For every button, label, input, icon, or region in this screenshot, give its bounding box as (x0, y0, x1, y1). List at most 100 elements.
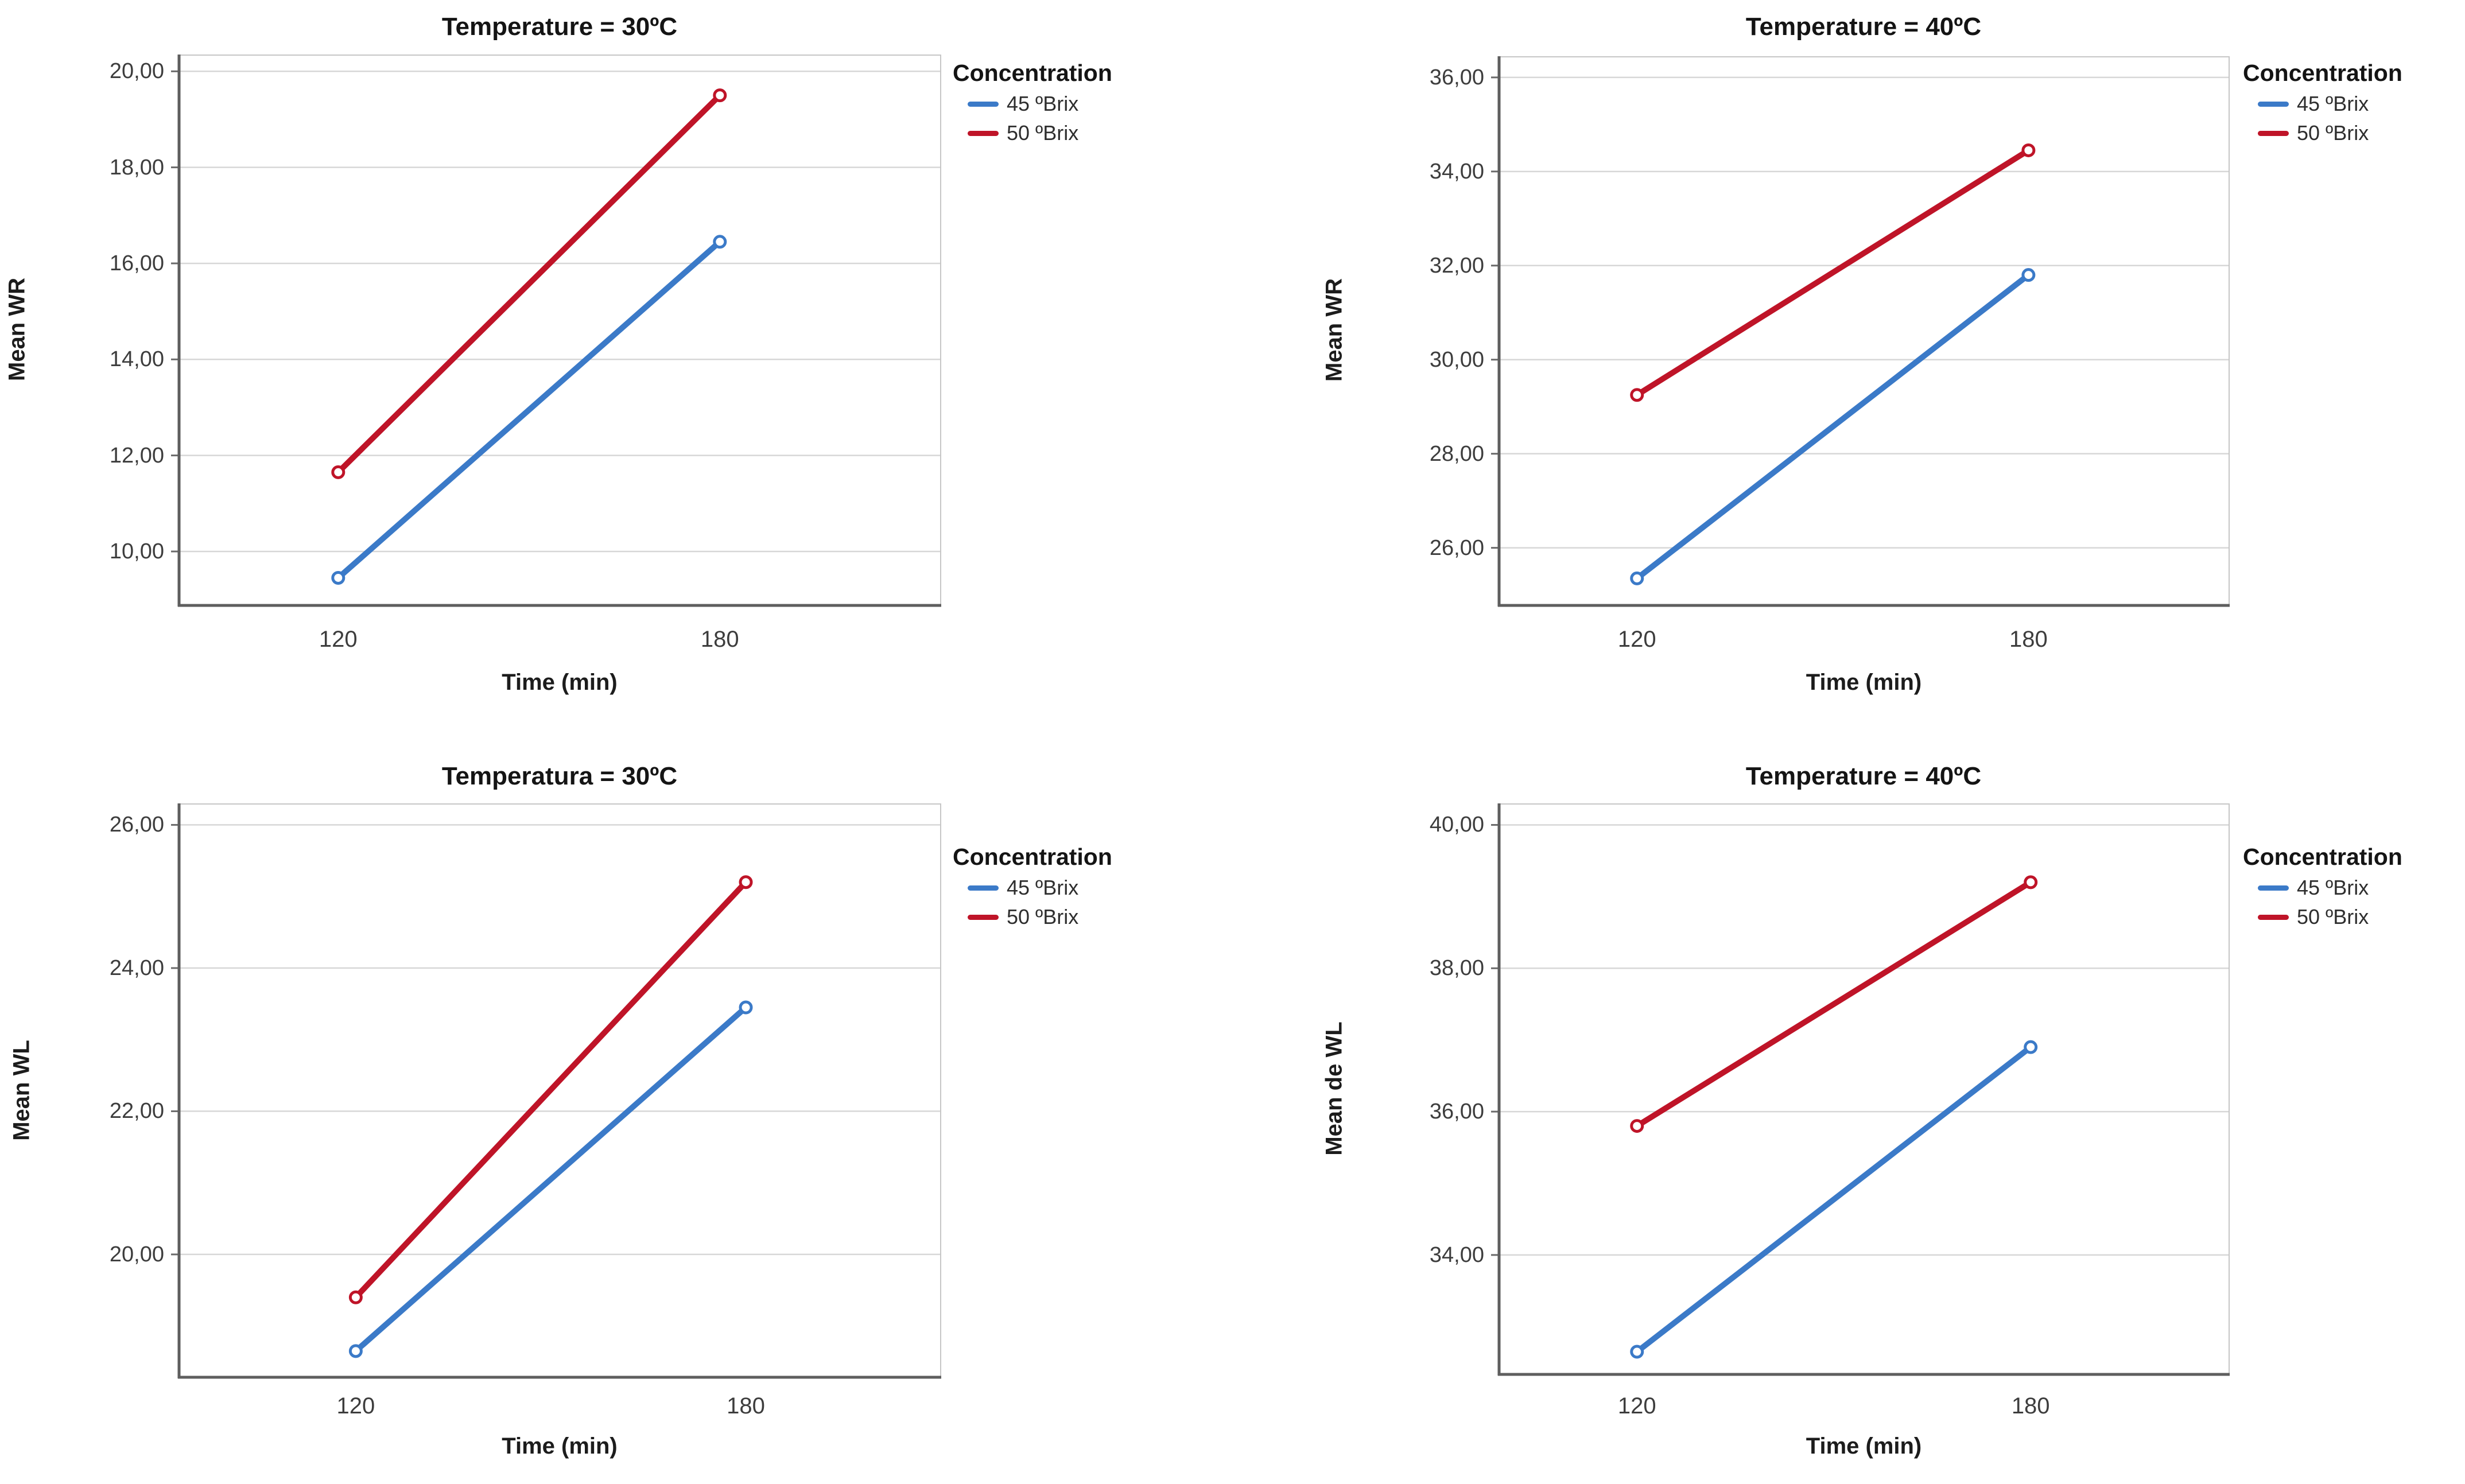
legend-swatch-50-brix (968, 130, 999, 136)
legend-title: Concentration (953, 60, 1112, 86)
x-tick-label: 180 (2009, 627, 2048, 652)
legend-item-label: 50 ºBrix (2297, 121, 2369, 145)
legend: 45 ºBrix 50 ºBrix (968, 92, 1078, 145)
y-tick-label: 36,00 (1429, 65, 1484, 90)
data-point-50-brix (348, 1290, 363, 1304)
y-tick-label: 36,00 (1429, 1100, 1484, 1124)
legend-item-50-brix: 50 ºBrix (2258, 121, 2369, 145)
legend-item-45-brix: 45 ºBrix (2258, 92, 2369, 116)
legend-item-label: 50 ºBrix (2297, 905, 2369, 929)
x-axis-title: Time (min) (502, 1434, 618, 1459)
legend-title: Concentration (2243, 60, 2402, 86)
data-point-45-brix (348, 1344, 363, 1358)
y-tick-label: 14,00 (109, 347, 164, 372)
legend-item-45-brix: 45 ºBrix (2258, 876, 2369, 900)
series-line-50-brix (352, 879, 749, 1300)
chart-title: Temperature = 30ºC (441, 13, 678, 41)
data-point-45-brix (331, 570, 346, 585)
y-tick-label: 30,00 (1429, 347, 1484, 372)
y-tick-label: 10,00 (109, 539, 164, 564)
legend-item-45-brix: 45 ºBrix (968, 92, 1078, 116)
y-tick-label: 34,00 (1429, 1242, 1484, 1267)
y-tick-label: 24,00 (109, 955, 164, 980)
x-tick-label: 120 (319, 627, 358, 652)
y-tick-label: 22,00 (109, 1099, 164, 1124)
series-line-45-brix (1634, 1044, 2034, 1355)
x-axis-title: Time (min) (1806, 1434, 1922, 1459)
data-point-50-brix (739, 875, 753, 889)
legend-title: Concentration (953, 844, 1112, 870)
legend-swatch-45-brix (2258, 101, 2289, 107)
legend: 45 ºBrix 50 ºBrix (2258, 876, 2369, 929)
data-point-50-brix (1630, 1119, 1644, 1133)
chart-title: Temperature = 40ºC (1745, 762, 1982, 790)
chart-title: Temperatura = 30ºC (441, 762, 678, 790)
y-tick-label: 12,00 (109, 443, 164, 468)
legend-item-label: 45 ºBrix (2297, 92, 2369, 115)
legend-item-label: 50 ºBrix (1007, 121, 1079, 145)
data-point-50-brix (713, 88, 727, 103)
x-tick-label: 120 (1617, 627, 1656, 652)
legend-item-label: 50 ºBrix (1007, 905, 1079, 929)
y-axis-title: Mean WR (4, 278, 30, 381)
y-tick-label: 32,00 (1429, 253, 1484, 278)
legend-swatch-50-brix (968, 914, 999, 920)
data-point-45-brix (2021, 268, 2036, 282)
data-point-50-brix (2024, 875, 2038, 889)
series-line-50-brix (1634, 879, 2034, 1129)
data-point-45-brix (713, 235, 727, 249)
chart-title: Temperature = 40ºC (1745, 13, 1982, 41)
y-tick-label: 20,00 (109, 59, 164, 84)
series-line-45-brix (1634, 272, 2032, 581)
y-tick-label: 40,00 (1429, 813, 1484, 837)
series-line-50-brix (1634, 147, 2032, 398)
legend-item-50-brix: 50 ºBrix (2258, 905, 2369, 929)
data-point-50-brix (331, 465, 346, 479)
legend-swatch-50-brix (2258, 914, 2289, 920)
y-tick-label: 16,00 (109, 251, 164, 275)
x-tick-label: 180 (700, 627, 739, 652)
plot-area (1491, 56, 2230, 607)
legend-swatch-50-brix (2258, 130, 2289, 136)
y-tick-label: 26,00 (1429, 535, 1484, 560)
legend-item-label: 45 ºBrix (2297, 876, 2369, 899)
legend: 45 ºBrix 50 ºBrix (2258, 92, 2369, 145)
y-tick-label: 20,00 (109, 1242, 164, 1267)
legend: 45 ºBrix 50 ºBrix (968, 876, 1078, 929)
x-axis-title: Time (min) (1806, 670, 1922, 695)
y-axis-title: Mean WL (9, 1040, 34, 1141)
data-point-45-brix (1630, 571, 1644, 585)
series-line-45-brix (335, 239, 723, 581)
legend-item-label: 45 ºBrix (1007, 876, 1079, 899)
x-axis-title: Time (min) (502, 670, 618, 695)
y-axis-title: Mean WR (1321, 278, 1347, 382)
y-tick-label: 28,00 (1429, 441, 1484, 466)
data-point-45-brix (2024, 1040, 2038, 1054)
data-point-50-brix (2021, 143, 2036, 157)
plot-area (1491, 803, 2230, 1376)
series-line-50-brix (335, 92, 723, 475)
legend-item-50-brix: 50 ºBrix (968, 905, 1078, 929)
data-point-45-brix (1630, 1345, 1644, 1359)
x-tick-label: 180 (2011, 1393, 2050, 1419)
y-axis-title: Mean de WL (1321, 1021, 1347, 1156)
legend-swatch-45-brix (968, 101, 999, 107)
legend-item-50-brix: 50 ºBrix (968, 121, 1078, 145)
plot-area (171, 803, 941, 1379)
y-tick-label: 34,00 (1429, 159, 1484, 184)
y-tick-label: 18,00 (109, 155, 164, 180)
legend-item-label: 45 ºBrix (1007, 92, 1079, 115)
legend-item-45-brix: 45 ºBrix (968, 876, 1078, 900)
y-tick-label: 26,00 (109, 813, 164, 837)
legend-swatch-45-brix (2258, 885, 2289, 891)
legend-title: Concentration (2243, 844, 2402, 870)
x-tick-label: 120 (336, 1393, 375, 1419)
x-tick-label: 120 (1617, 1393, 1656, 1419)
plot-area (171, 55, 941, 607)
legend-swatch-45-brix (968, 885, 999, 891)
data-point-45-brix (739, 1000, 753, 1015)
x-tick-label: 180 (727, 1393, 765, 1419)
y-tick-label: 38,00 (1429, 956, 1484, 981)
series-line-45-brix (352, 1004, 749, 1354)
